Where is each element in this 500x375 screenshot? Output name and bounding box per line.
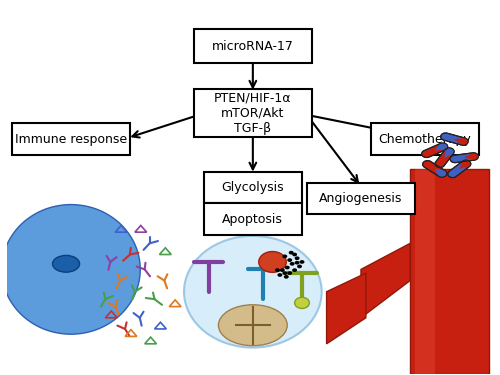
Circle shape xyxy=(297,264,302,268)
Circle shape xyxy=(294,297,310,309)
Circle shape xyxy=(292,268,297,272)
Polygon shape xyxy=(434,143,448,150)
FancyBboxPatch shape xyxy=(204,172,302,203)
Circle shape xyxy=(288,251,294,255)
Text: Glycolysis: Glycolysis xyxy=(222,181,284,194)
Polygon shape xyxy=(435,148,454,168)
FancyBboxPatch shape xyxy=(371,123,479,155)
FancyBboxPatch shape xyxy=(194,29,312,63)
Polygon shape xyxy=(2,204,140,334)
Circle shape xyxy=(280,268,285,272)
Polygon shape xyxy=(326,273,366,344)
Circle shape xyxy=(292,253,297,257)
Polygon shape xyxy=(450,153,478,163)
Text: microRNA-17: microRNA-17 xyxy=(212,39,294,53)
Circle shape xyxy=(288,271,292,275)
FancyBboxPatch shape xyxy=(194,89,312,137)
Ellipse shape xyxy=(184,236,322,348)
Circle shape xyxy=(284,275,288,279)
Polygon shape xyxy=(415,169,434,374)
Text: Apoptosis: Apoptosis xyxy=(222,213,284,226)
Circle shape xyxy=(300,260,304,264)
FancyBboxPatch shape xyxy=(204,203,302,235)
Circle shape xyxy=(285,266,290,269)
Circle shape xyxy=(294,256,300,260)
Polygon shape xyxy=(440,133,468,145)
Text: Immune response: Immune response xyxy=(15,133,127,146)
Polygon shape xyxy=(448,160,471,178)
Text: Angiogenesis: Angiogenesis xyxy=(320,192,402,205)
Polygon shape xyxy=(422,143,448,158)
Circle shape xyxy=(288,258,292,262)
FancyBboxPatch shape xyxy=(307,183,415,214)
Polygon shape xyxy=(410,169,489,374)
Circle shape xyxy=(294,261,300,264)
Circle shape xyxy=(278,273,282,277)
Ellipse shape xyxy=(52,255,80,272)
Circle shape xyxy=(258,252,286,272)
Circle shape xyxy=(282,255,288,258)
Ellipse shape xyxy=(218,305,288,346)
Polygon shape xyxy=(454,138,468,145)
Polygon shape xyxy=(422,160,447,177)
Polygon shape xyxy=(460,160,471,169)
Circle shape xyxy=(290,262,294,266)
Polygon shape xyxy=(434,169,447,177)
Text: Chemotherapy: Chemotherapy xyxy=(378,133,472,146)
Polygon shape xyxy=(444,148,454,158)
Polygon shape xyxy=(361,243,410,318)
Circle shape xyxy=(282,271,288,275)
Text: PTEN/HIF-1α
mTOR/Akt
TGF-β: PTEN/HIF-1α mTOR/Akt TGF-β xyxy=(214,92,292,135)
Circle shape xyxy=(275,268,280,272)
Polygon shape xyxy=(464,153,478,160)
FancyBboxPatch shape xyxy=(12,123,130,155)
